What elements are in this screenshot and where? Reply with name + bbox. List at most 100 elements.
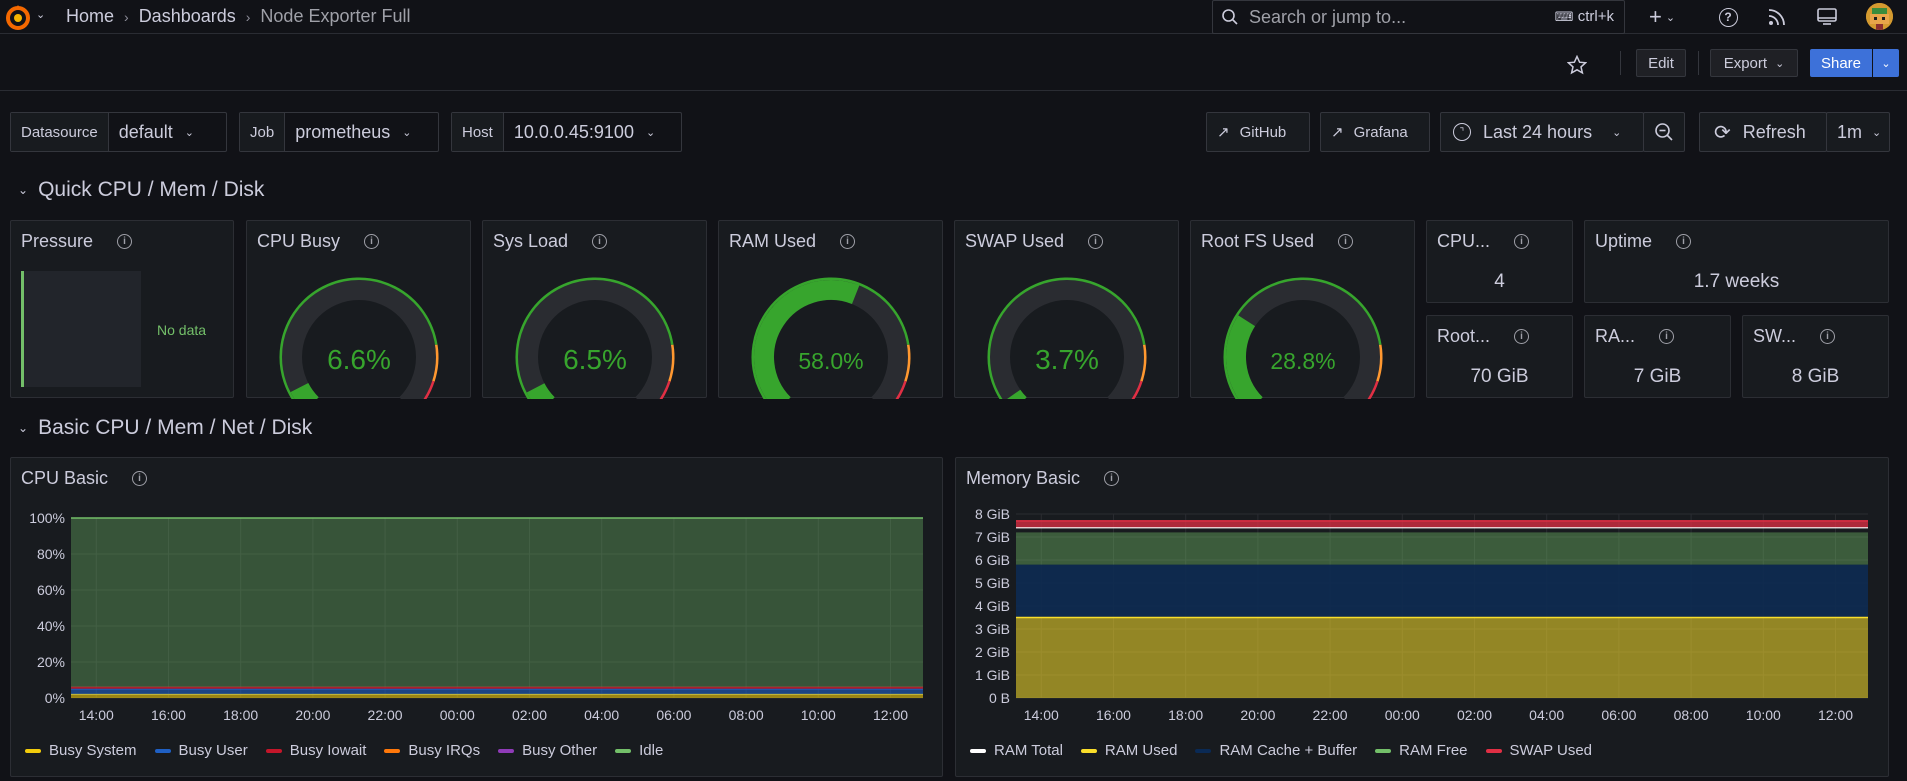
row-basic-cpu-mem-net-disk[interactable]: ⌄ Basic CPU / Mem / Net / Disk	[18, 416, 312, 440]
search-placeholder: Search or jump to...	[1249, 6, 1407, 27]
series-area-ram-free	[1016, 532, 1868, 565]
grafana-link[interactable]: ↗ Grafana	[1320, 112, 1430, 152]
dock-button[interactable]	[1815, 5, 1839, 29]
info-icon[interactable]: i	[1676, 234, 1692, 249]
panel-root-fs-total[interactable]: Root... i 70 GiB	[1426, 315, 1573, 398]
panel-memory-basic[interactable]: Memory Basic i 0 B 1 GiB 2 GiB 3 GiB 4 GiB 5 G…	[955, 457, 1889, 777]
variable-host[interactable]: Host 10.0.0.45:9100 ⌄	[451, 112, 682, 152]
legend-item[interactable]: RAM Cache + Buffer	[1195, 742, 1357, 759]
chevron-down-icon[interactable]: ⌄	[36, 9, 46, 21]
panel-gauge[interactable]: RAM Used i 58.0%	[718, 220, 943, 399]
gauge-chart: 6.6%	[279, 277, 439, 399]
legend-item[interactable]: Busy Other	[498, 742, 597, 759]
panel-gauge[interactable]: Root FS Used i 28.8%	[1190, 220, 1415, 399]
x-tick-label: 08:00	[1674, 707, 1709, 723]
time-range-picker[interactable]: ⌝ Last 24 hours ⌄	[1440, 112, 1644, 152]
y-tick-label: 1 GiB	[975, 667, 1010, 683]
refresh-interval-picker[interactable]: 1m ⌄	[1826, 112, 1890, 152]
x-tick-label: 12:00	[1818, 707, 1853, 723]
variable-select[interactable]: 10.0.0.45:9100 ⌄	[503, 113, 666, 151]
panel-title: Root FS Used i	[1201, 231, 1354, 252]
news-button[interactable]	[1765, 5, 1789, 29]
y-tick-label: 0%	[45, 690, 65, 706]
legend-item[interactable]: Busy IRQs	[384, 742, 480, 759]
panel-pressure[interactable]: Pressure i No data	[10, 220, 234, 398]
edit-button[interactable]: Edit	[1636, 49, 1686, 77]
share-options-button[interactable]: ⌄	[1873, 49, 1899, 77]
variable-select[interactable]: prometheus ⌄	[285, 113, 422, 151]
help-button[interactable]: ?	[1716, 5, 1740, 29]
info-icon[interactable]: i	[840, 234, 856, 249]
row-quick-cpu-mem-disk[interactable]: ⌄ Quick CPU / Mem / Disk	[18, 178, 264, 202]
variable-select[interactable]: default ⌄	[108, 113, 204, 151]
gauge-threshold-orange	[903, 344, 911, 382]
series-area-busy-system	[71, 694, 923, 698]
zoom-out-button[interactable]	[1643, 112, 1685, 152]
panel-gauge[interactable]: SWAP Used i 3.7%	[954, 220, 1179, 399]
legend-item[interactable]: RAM Free	[1375, 742, 1468, 759]
y-tick-label: 2 GiB	[975, 644, 1010, 660]
legend-label: Busy IRQs	[408, 742, 481, 759]
external-link-icon: ↗	[1331, 124, 1344, 141]
star-button[interactable]	[1565, 53, 1589, 77]
gauge-threshold-green	[987, 277, 1146, 399]
legend-item[interactable]: Busy System	[25, 742, 137, 759]
row-title: Basic CPU / Mem / Net / Disk	[38, 416, 313, 439]
info-icon[interactable]: i	[1820, 329, 1836, 344]
panel-uptime[interactable]: Uptime i 1.7 weeks	[1584, 220, 1889, 303]
panel-swap-total[interactable]: SW... i 8 GiB	[1742, 315, 1889, 398]
cpu-basic-chart[interactable]: 0% 20% 40% 60% 80% 100% 14:00 16:00 18:00 20:00 22…	[11, 498, 944, 738]
legend-item[interactable]: SWAP Used	[1485, 742, 1593, 759]
new-menu-button[interactable]: + ⌄	[1642, 4, 1682, 29]
gauge-threshold-red	[1130, 380, 1143, 399]
variable-job[interactable]: Job prometheus ⌄	[239, 112, 439, 152]
refresh-button[interactable]: ⟳ Refresh	[1699, 112, 1827, 152]
variable-label: Job	[240, 113, 286, 151]
legend-item[interactable]: Busy Iowait	[265, 742, 366, 759]
share-button[interactable]: Share	[1810, 49, 1872, 77]
search-icon	[1222, 9, 1238, 25]
memory-basic-chart[interactable]: 0 B 1 GiB 2 GiB 3 GiB 4 GiB 5 GiB 6 GiB 7 GiB 8 …	[956, 498, 1890, 738]
gauge-threshold-green	[279, 277, 438, 399]
gauge-value: 58.0%	[798, 348, 863, 374]
panel-ram-total[interactable]: RA... i 7 GiB	[1584, 315, 1731, 398]
legend-item[interactable]: Busy User	[154, 742, 248, 759]
info-icon[interactable]: i	[592, 234, 608, 249]
info-icon[interactable]: i	[1088, 234, 1104, 249]
breadcrumb-home[interactable]: Home	[66, 6, 115, 26]
panel-cpu-cores[interactable]: CPU... i 4	[1426, 220, 1573, 303]
refresh-interval-value: 1m	[1837, 121, 1863, 142]
variable-datasource[interactable]: Datasource default ⌄	[10, 112, 227, 152]
grafana-logo-icon[interactable]	[4, 3, 32, 31]
export-button[interactable]: Export ⌄	[1710, 49, 1798, 77]
legend-item[interactable]: RAM Used	[1080, 742, 1177, 759]
external-link-icon: ↗	[1217, 124, 1230, 141]
info-icon[interactable]: i	[1104, 471, 1120, 486]
gauge-threshold-green	[751, 277, 910, 399]
avatar[interactable]	[1866, 3, 1893, 30]
chevron-down-icon: ⌄	[1612, 126, 1622, 139]
breadcrumb-dashboards[interactable]: Dashboards	[138, 6, 236, 26]
info-icon[interactable]: i	[132, 471, 148, 486]
gauge-threshold-orange	[431, 344, 439, 382]
news-icon	[1768, 9, 1785, 26]
gauge-threshold-green	[1223, 277, 1382, 399]
info-icon[interactable]: i	[1338, 234, 1354, 249]
legend-swatch	[25, 748, 41, 753]
panel-gauge[interactable]: CPU Busy i 6.6%	[246, 220, 471, 399]
legend-label: SWAP Used	[1509, 742, 1593, 759]
info-icon[interactable]: i	[117, 234, 133, 249]
panel-title: Pressure i	[21, 231, 133, 252]
legend-item[interactable]: Idle	[615, 742, 663, 759]
panel-title-text: RAM Used	[729, 231, 817, 251]
panel-cpu-basic[interactable]: CPU Basic i 0% 20% 40% 60% 80% 100% 14:00 16:00 1…	[10, 457, 943, 777]
y-tick-label: 6 GiB	[975, 552, 1010, 568]
info-icon[interactable]: i	[1514, 234, 1530, 249]
info-icon[interactable]: i	[1659, 329, 1675, 344]
info-icon[interactable]: i	[364, 234, 380, 249]
legend-item[interactable]: RAM Total	[970, 742, 1063, 759]
panel-gauge[interactable]: Sys Load i 6.5%	[482, 220, 707, 399]
info-icon[interactable]: i	[1514, 329, 1530, 344]
github-link[interactable]: ↗ GitHub	[1206, 112, 1310, 152]
search-input[interactable]: Search or jump to... ⌨ ctrl+k	[1212, 0, 1625, 34]
